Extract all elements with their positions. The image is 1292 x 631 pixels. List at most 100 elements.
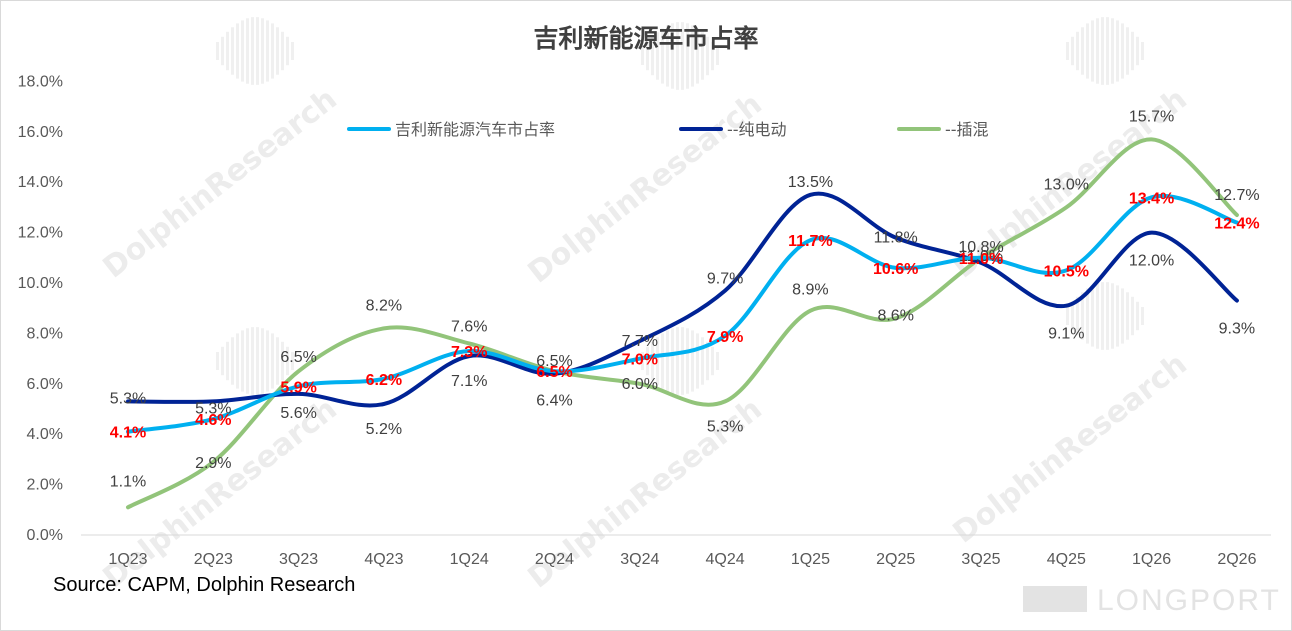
x-tick-label: 2Q25 [876, 551, 915, 568]
x-tick-label: 2Q26 [1217, 551, 1256, 568]
data-label: 6.2% [366, 372, 402, 389]
watermark-bar-icon [1126, 292, 1129, 340]
watermark-bar-icon [1066, 42, 1069, 60]
watermark-bar-icon [676, 22, 679, 90]
y-tick-label: 4.0% [27, 426, 63, 443]
watermark-text: DolphinResearch [947, 347, 1194, 551]
legend-item-bev: --纯电动 [727, 120, 787, 139]
data-label: 10.8% [958, 239, 1003, 256]
source-note: Source: CAPM, Dolphin Research [53, 574, 356, 596]
watermark-bar-icon [666, 330, 669, 392]
legend: 吉利新能源汽车市占率 --纯电动 --插混 [347, 120, 989, 139]
data-label: 13.5% [788, 174, 833, 191]
watermark-bar-icon [661, 28, 664, 84]
data-label: 7.9% [707, 329, 743, 346]
watermark-bar-icon [231, 337, 234, 385]
watermark-bar-icon [221, 346, 224, 376]
data-label: 9.1% [1048, 326, 1084, 343]
data-label: 13.4% [1129, 190, 1174, 207]
legend-item-total: 吉利新能源汽车市占率 [395, 120, 555, 139]
watermark-bar-icon [251, 327, 254, 395]
data-label: 6.0% [622, 376, 658, 393]
x-tick-label: 1Q24 [450, 551, 489, 568]
watermark-bar-icon [241, 330, 244, 392]
watermark-bar-icon [671, 23, 674, 89]
data-label: 12.4% [1214, 216, 1259, 233]
series-lines [126, 137, 1239, 510]
watermark-bar-icon [696, 333, 699, 389]
data-label: 6.5% [280, 349, 316, 366]
watermark-bar-icon [226, 31, 229, 71]
watermark-bar-icon [256, 327, 259, 395]
watermark-bar-icon [691, 330, 694, 392]
data-label: 5.2% [366, 421, 402, 438]
watermark-bar-icon [651, 36, 654, 76]
data-label: 7.3% [451, 344, 487, 361]
watermark-bar-icon [246, 328, 249, 394]
data-label: 11.0% [959, 248, 1003, 265]
data-label: 5.3% [110, 390, 146, 407]
watermark-bar-icon [656, 32, 659, 80]
data-label: 8.2% [366, 297, 402, 314]
watermark-bar-icon [1136, 301, 1139, 331]
data-label: 8.6% [877, 307, 913, 324]
x-tick-label: 4Q23 [364, 551, 403, 568]
watermark-bar-icon [671, 328, 674, 394]
watermark-bar-icon [266, 20, 269, 82]
watermark-bar-icon [681, 22, 684, 90]
data-label: 10.5% [1044, 263, 1089, 280]
longport-logo-text: LONGPORT [1097, 584, 1281, 617]
watermark-bar-icon [261, 328, 264, 394]
data-label: 5.3% [707, 418, 743, 435]
data-label: 7.0% [622, 352, 658, 369]
watermark-bar-icon [1101, 17, 1104, 85]
watermark-bar-icon [1106, 282, 1109, 350]
watermark-bar-icon [1066, 307, 1069, 325]
y-tick-label: 8.0% [27, 325, 63, 342]
watermark-bar-icon [221, 36, 224, 66]
y-tick-label: 6.0% [27, 376, 63, 393]
watermark-bar-icon [291, 42, 294, 60]
watermark-bar-icon [646, 41, 649, 71]
data-label: 5.6% [280, 405, 316, 422]
watermark-bar-icon [706, 341, 709, 381]
watermark-bar-icon [1106, 17, 1109, 85]
chart-title: 吉利新能源车市占率 [533, 24, 758, 53]
y-tick-label: 2.0% [27, 477, 63, 494]
watermark-bar-icon [236, 23, 239, 79]
watermark-bar-icon [1091, 20, 1094, 82]
watermark-bar-icon [1121, 288, 1124, 344]
watermark-bar-icon [1101, 282, 1104, 350]
data-label: 4.1% [110, 425, 146, 442]
data-label: 11.0% [959, 251, 1003, 268]
watermark-bar-icon [276, 27, 279, 75]
watermark-bar-icon [696, 28, 699, 84]
watermark-bar-icon [256, 17, 259, 85]
watermark-bar-icon [281, 341, 284, 381]
watermark-bar-icon [656, 337, 659, 385]
watermark-bar-icon [271, 23, 274, 79]
watermark-bar-icon [286, 36, 289, 66]
data-label: 4.6% [195, 412, 231, 429]
watermark-bar-icon [716, 352, 719, 370]
data-label: 7.6% [451, 318, 487, 335]
data-label: 9.7% [707, 271, 743, 288]
watermark-bar-icon [676, 327, 679, 395]
data-label: 15.7% [1129, 108, 1174, 125]
watermark-bar-icon [1081, 292, 1084, 340]
watermark-bar-icon [701, 32, 704, 80]
watermark-bar-icon [1086, 23, 1089, 79]
data-label: 10.6% [873, 261, 918, 278]
watermark-bar-icon [701, 337, 704, 385]
data-label: 11.7% [788, 233, 832, 250]
watermark-bar-icon [1141, 307, 1144, 325]
watermark-bar-icon [251, 17, 254, 85]
watermark-bar-icon [1111, 18, 1114, 84]
watermark-bar-icon [691, 25, 694, 87]
x-tick-label: 4Q24 [706, 551, 745, 568]
watermark-bar-icon [266, 330, 269, 392]
watermark-bar-icon [686, 23, 689, 89]
watermark-bar-icon [641, 47, 644, 65]
watermark-bar-icon [711, 346, 714, 376]
